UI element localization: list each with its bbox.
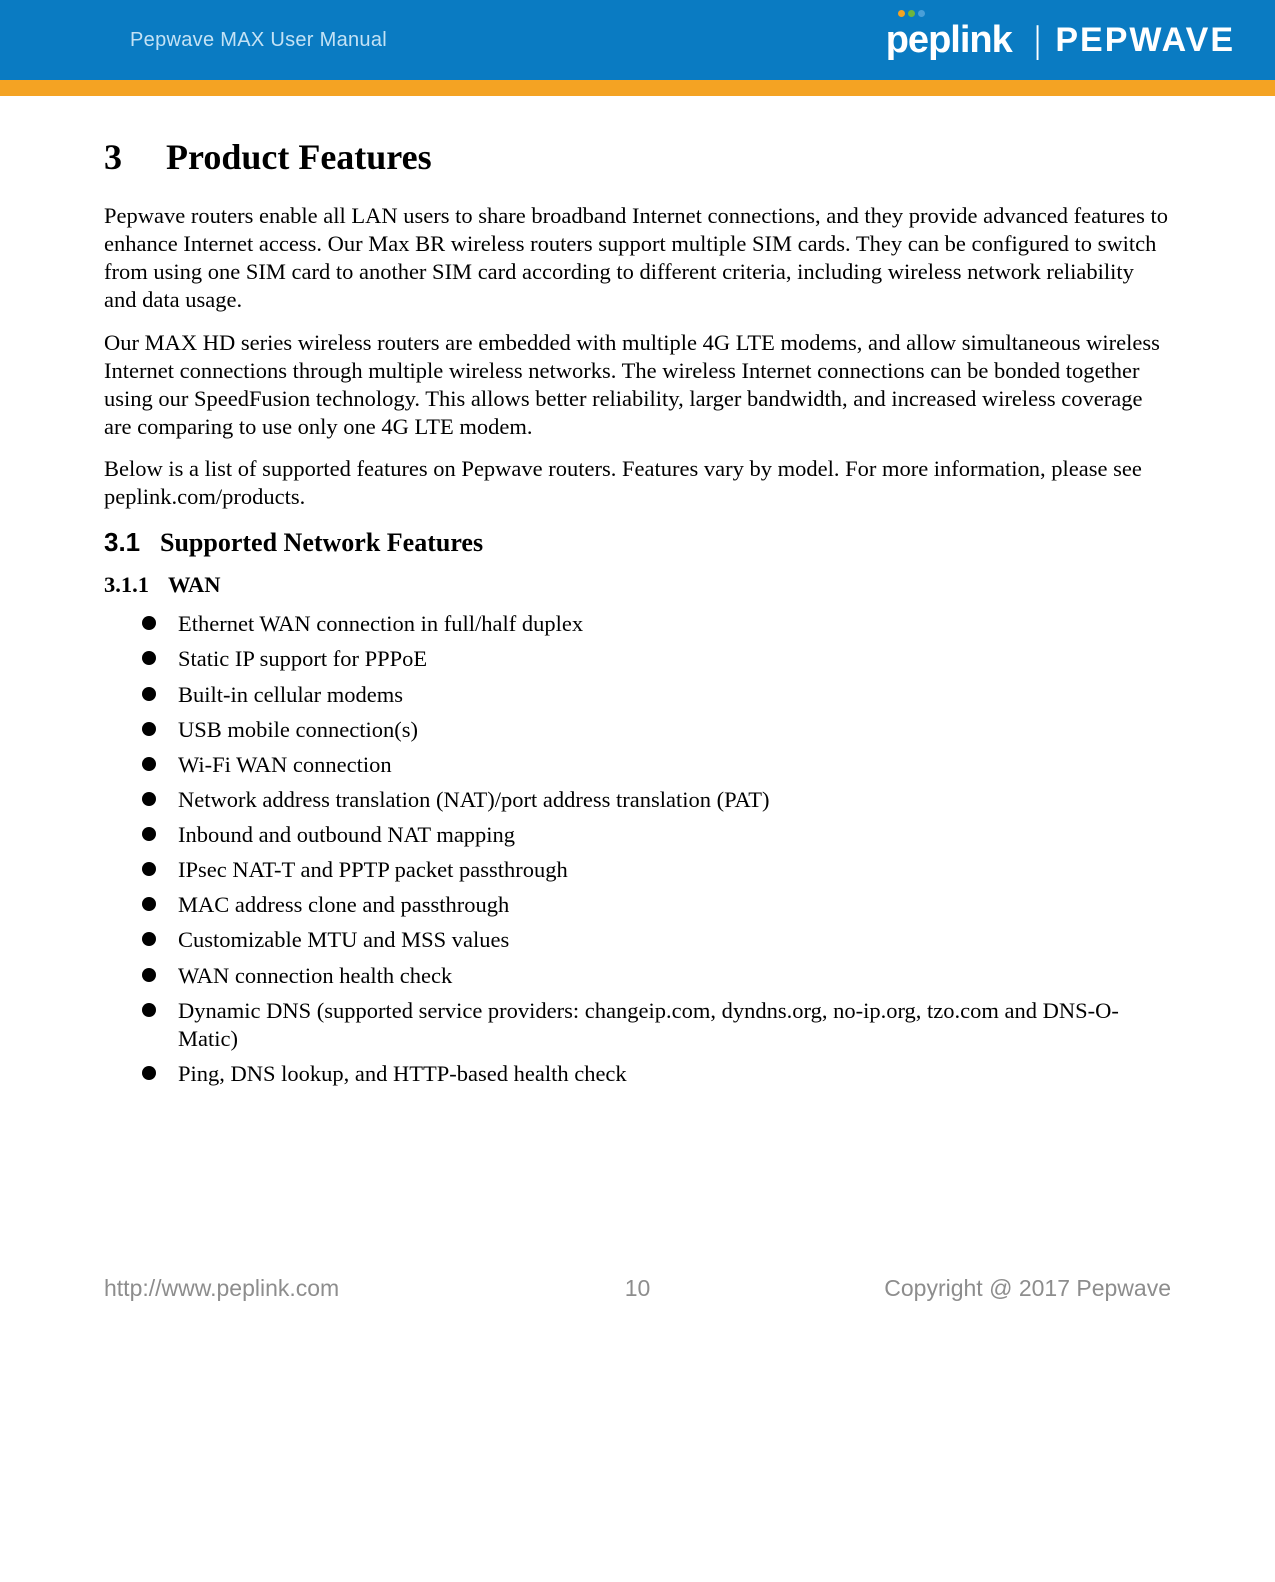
subsubsection-title: WAN <box>168 572 221 597</box>
paragraph: Pepwave routers enable all LAN users to … <box>104 202 1171 315</box>
subsection-heading: 3.1Supported Network Features <box>104 527 1171 558</box>
page-footer: http://www.peplink.com 10 Copyright @ 20… <box>0 1275 1275 1302</box>
footer-url: http://www.peplink.com <box>104 1275 339 1302</box>
page-content: 3Product Features Pepwave routers enable… <box>0 96 1275 1088</box>
header-bar: Pepwave MAX User Manual peplink | PEPWAV… <box>0 0 1275 80</box>
list-item: Network address translation (NAT)/port a… <box>142 786 1171 814</box>
list-item: Ping, DNS lookup, and HTTP-based health … <box>142 1060 1171 1088</box>
page-number: 10 <box>625 1275 651 1302</box>
subsubsection-heading: 3.1.1WAN <box>104 572 1171 598</box>
list-item: Built-in cellular modems <box>142 681 1171 709</box>
list-item: USB mobile connection(s) <box>142 716 1171 744</box>
list-item: Wi-Fi WAN connection <box>142 751 1171 779</box>
dot-icon <box>908 10 915 17</box>
list-item: Inbound and outbound NAT mapping <box>142 821 1171 849</box>
paragraph: Our MAX HD series wireless routers are e… <box>104 329 1171 442</box>
list-item: IPsec NAT-T and PPTP packet passthrough <box>142 856 1171 884</box>
brand-dots <box>898 10 1022 17</box>
section-number: 3 <box>104 136 166 178</box>
list-item: WAN connection health check <box>142 962 1171 990</box>
subsection-title: Supported Network Features <box>160 528 483 557</box>
brand-logo: peplink | PEPWAVE <box>886 18 1235 62</box>
brand-pepwave: PEPWAVE <box>1055 21 1235 60</box>
subsubsection-number: 3.1.1 <box>104 572 168 598</box>
footer-copyright: Copyright @ 2017 Pepwave <box>884 1275 1171 1302</box>
list-item: Static IP support for PPPoE <box>142 645 1171 673</box>
manual-title: Pepwave MAX User Manual <box>130 29 387 52</box>
orange-accent-bar <box>0 80 1275 96</box>
section-title: Product Features <box>166 137 432 177</box>
list-item: Dynamic DNS (supported service providers… <box>142 997 1171 1053</box>
list-item: Customizable MTU and MSS values <box>142 926 1171 954</box>
feature-list: Ethernet WAN connection in full/half dup… <box>104 610 1171 1088</box>
brand-divider: | <box>1034 18 1042 62</box>
list-item: MAC address clone and passthrough <box>142 891 1171 919</box>
list-item: Ethernet WAN connection in full/half dup… <box>142 610 1171 638</box>
dot-icon <box>898 10 905 17</box>
paragraph: Below is a list of supported features on… <box>104 455 1171 511</box>
dot-icon <box>918 10 925 17</box>
section-heading: 3Product Features <box>104 136 1171 178</box>
brand-peplink: peplink <box>886 19 1012 62</box>
subsection-number: 3.1 <box>104 527 160 558</box>
